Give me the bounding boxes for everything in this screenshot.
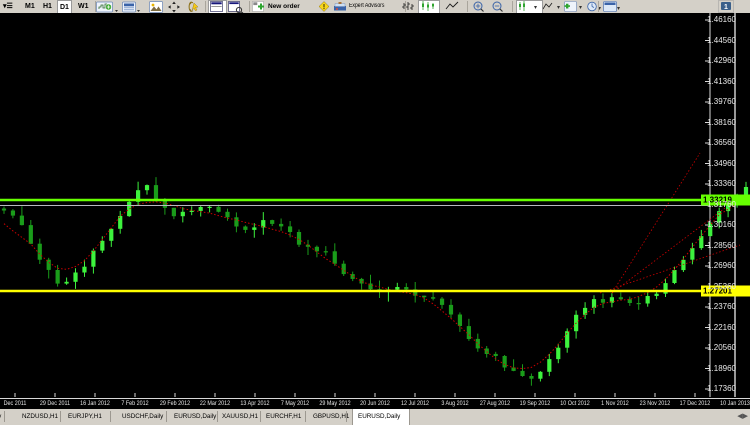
svg-text:▾: ▾ [617, 6, 620, 12]
svg-text:1: 1 [724, 4, 728, 11]
